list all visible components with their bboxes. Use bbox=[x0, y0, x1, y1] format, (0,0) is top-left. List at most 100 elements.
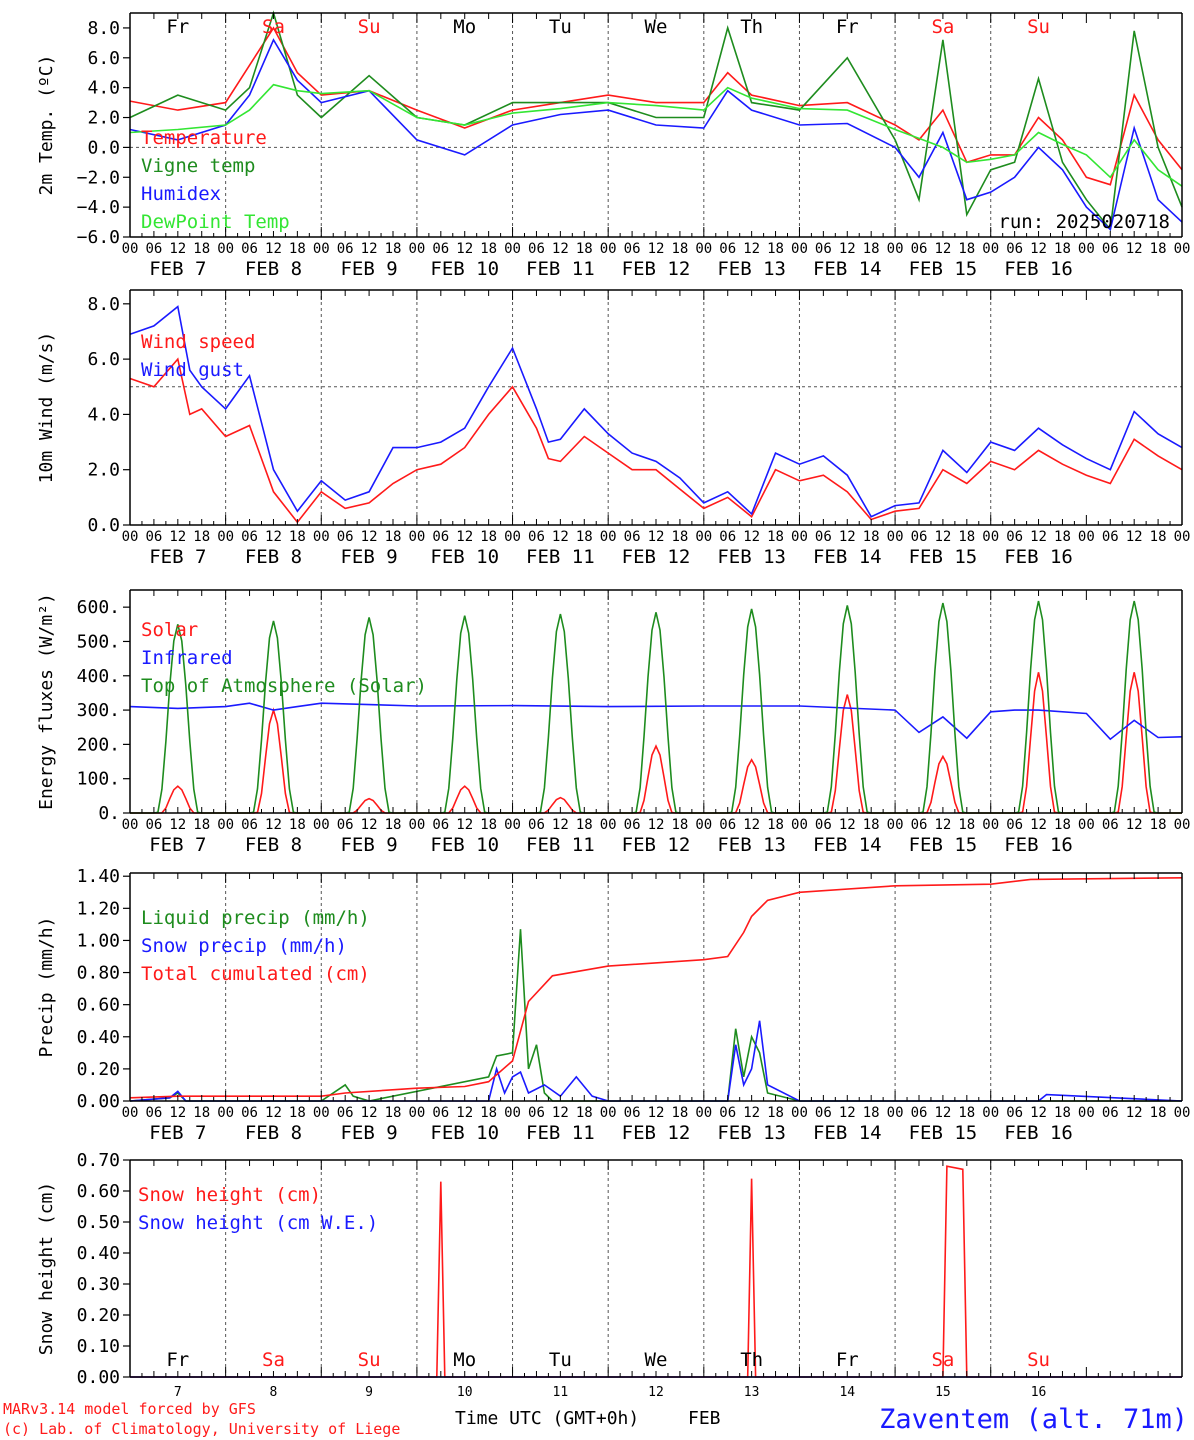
weekday-label: Fr bbox=[166, 1349, 189, 1371]
legend-entry: Vigne temp bbox=[141, 155, 255, 177]
hour-tick-label: 00 bbox=[313, 817, 330, 833]
y-tick-label: 6.0 bbox=[87, 349, 120, 370]
hour-tick-label: 06 bbox=[337, 529, 354, 545]
y-tick-label: 200. bbox=[77, 734, 120, 755]
run-annotation: run: 2025020718 bbox=[998, 211, 1170, 233]
y-tick-label: 0.20 bbox=[77, 1305, 120, 1326]
legend-entry: Infrared bbox=[141, 647, 233, 669]
y-tick-label: 500. bbox=[77, 631, 120, 652]
day-number-label: 13 bbox=[744, 1385, 760, 1400]
hour-tick-label: 18 bbox=[1150, 529, 1167, 545]
hour-tick-label: 12 bbox=[934, 241, 951, 257]
hour-tick-label: 06 bbox=[432, 1105, 449, 1121]
day-label: FEB 14 bbox=[813, 258, 882, 280]
day-number-label: 10 bbox=[457, 1385, 473, 1400]
y-axis-title: 10m Wind (m/s) bbox=[36, 332, 57, 484]
y-tick-label: −2.0 bbox=[77, 167, 120, 188]
hour-tick-label: 06 bbox=[241, 529, 258, 545]
hour-tick-label: 00 bbox=[504, 529, 521, 545]
y-tick-label: 600. bbox=[77, 597, 120, 618]
hour-tick-label: 06 bbox=[528, 241, 545, 257]
y-axis-title: 2m Temp. (ºC) bbox=[36, 55, 57, 196]
day-label: FEB 8 bbox=[245, 834, 302, 856]
hour-tick-label: 18 bbox=[385, 1105, 402, 1121]
day-label: FEB 10 bbox=[430, 1122, 499, 1144]
hour-tick-label: 18 bbox=[958, 1105, 975, 1121]
day-label: FEB 16 bbox=[1004, 834, 1073, 856]
day-label: FEB 15 bbox=[909, 1122, 978, 1144]
hour-tick-label: 00 bbox=[504, 241, 521, 257]
legend-entry: Temperature bbox=[141, 127, 267, 149]
hour-tick-label: 12 bbox=[265, 817, 282, 833]
weekday-label: We bbox=[645, 16, 668, 38]
hour-tick-label: 00 bbox=[1174, 241, 1191, 257]
hour-tick-label: 00 bbox=[982, 1105, 999, 1121]
hour-tick-label: 00 bbox=[504, 817, 521, 833]
hour-tick-label: 06 bbox=[815, 817, 832, 833]
series-line-4 bbox=[129, 83, 1183, 187]
day-label: FEB 13 bbox=[717, 1122, 786, 1144]
day-label: FEB 14 bbox=[813, 834, 882, 856]
hour-tick-label: 06 bbox=[432, 817, 449, 833]
day-label: FEB 14 bbox=[813, 1122, 882, 1144]
hour-tick-label: 18 bbox=[480, 529, 497, 545]
y-tick-label: 100. bbox=[77, 769, 120, 790]
hour-tick-label: 12 bbox=[456, 817, 473, 833]
hour-tick-label: 12 bbox=[839, 1105, 856, 1121]
hour-tick-label: 00 bbox=[408, 817, 425, 833]
hour-tick-label: 18 bbox=[767, 241, 784, 257]
weekday-label: Fr bbox=[166, 16, 189, 38]
hour-tick-label: 00 bbox=[982, 241, 999, 257]
day-label: FEB 10 bbox=[430, 834, 499, 856]
x-axis-title: Time UTC (GMT+0h) bbox=[455, 1408, 639, 1429]
hour-tick-label: 18 bbox=[671, 817, 688, 833]
hour-tick-label: 06 bbox=[911, 241, 928, 257]
hour-tick-label: 00 bbox=[791, 529, 808, 545]
weekday-label: Sa bbox=[931, 16, 954, 38]
legend-entry: Solar bbox=[141, 619, 198, 641]
hour-tick-label: 00 bbox=[600, 529, 617, 545]
hour-tick-label: 00 bbox=[695, 241, 712, 257]
day-label: FEB 7 bbox=[149, 1122, 206, 1144]
weekday-label: Fr bbox=[836, 16, 859, 38]
day-number-label: 7 bbox=[174, 1385, 182, 1400]
hour-tick-label: 18 bbox=[193, 1105, 210, 1121]
weekday-label: Th bbox=[740, 16, 763, 38]
hour-tick-label: 06 bbox=[624, 1105, 641, 1121]
hour-tick-label: 18 bbox=[385, 817, 402, 833]
hour-tick-label: 06 bbox=[145, 817, 162, 833]
day-label: FEB 13 bbox=[717, 834, 786, 856]
weekday-label: Su bbox=[1027, 1349, 1050, 1371]
y-tick-label: 0.0 bbox=[87, 515, 120, 536]
legend-entry: DewPoint Temp bbox=[141, 211, 290, 233]
hour-tick-label: 06 bbox=[1102, 817, 1119, 833]
hour-tick-label: 06 bbox=[1102, 241, 1119, 257]
y-tick-label: 2.0 bbox=[87, 460, 120, 481]
hour-tick-label: 18 bbox=[576, 241, 593, 257]
series-line-3 bbox=[129, 38, 1183, 232]
hour-tick-label: 12 bbox=[743, 241, 760, 257]
hour-tick-label: 06 bbox=[719, 529, 736, 545]
station-label: Zaventem (alt. 71m) bbox=[879, 1404, 1188, 1435]
day-number-label: 9 bbox=[365, 1385, 373, 1400]
hour-tick-label: 12 bbox=[743, 1105, 760, 1121]
x-axis-month: FEB bbox=[688, 1408, 721, 1429]
y-tick-label: 0.20 bbox=[77, 1059, 120, 1080]
day-number-label: 16 bbox=[1031, 1385, 1047, 1400]
day-label: FEB 8 bbox=[245, 546, 302, 568]
hour-tick-label: 12 bbox=[648, 817, 665, 833]
hour-tick-label: 00 bbox=[1174, 817, 1191, 833]
hour-tick-label: 06 bbox=[1102, 529, 1119, 545]
weekday-label: Fr bbox=[836, 1349, 859, 1371]
hour-tick-label: 18 bbox=[480, 817, 497, 833]
series-line-1 bbox=[129, 357, 1183, 524]
hour-tick-label: 00 bbox=[695, 1105, 712, 1121]
y-tick-label: 0. bbox=[98, 803, 120, 824]
hour-tick-label: 12 bbox=[1126, 529, 1143, 545]
footer-credit-text: (c) Lab. of Climatology, University of L… bbox=[3, 1420, 400, 1438]
y-axis-title: Energy fluxes (W/m²) bbox=[36, 593, 57, 810]
hour-tick-label: 18 bbox=[193, 817, 210, 833]
legend-entry: Snow precip (mm/h) bbox=[141, 935, 347, 957]
y-tick-label: 300. bbox=[77, 700, 120, 721]
y-tick-label: 0.60 bbox=[77, 1181, 120, 1202]
